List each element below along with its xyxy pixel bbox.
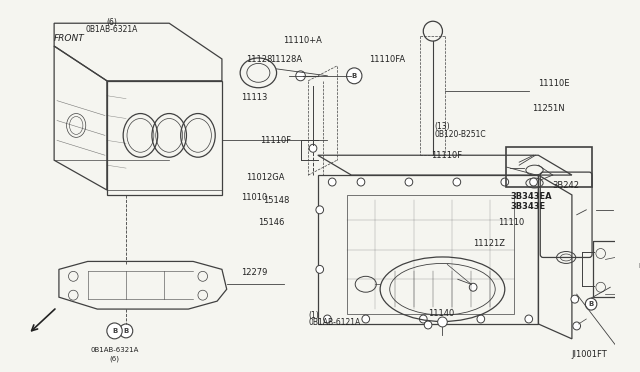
Circle shape (419, 315, 427, 323)
Text: 11113: 11113 (241, 93, 267, 102)
Text: 11251N: 11251N (532, 104, 565, 113)
Text: 11128A: 11128A (270, 55, 302, 64)
Circle shape (586, 298, 597, 310)
Text: B: B (124, 328, 129, 334)
Text: 0B120-B251C: 0B120-B251C (434, 130, 486, 139)
Text: B: B (112, 328, 117, 334)
Text: (1): (1) (308, 311, 319, 320)
Text: B: B (351, 73, 357, 79)
Circle shape (438, 317, 447, 327)
Circle shape (328, 178, 336, 186)
Circle shape (525, 315, 532, 323)
Circle shape (530, 178, 538, 186)
Text: 11110+A: 11110+A (283, 36, 321, 45)
Text: 11110FA: 11110FA (369, 55, 406, 64)
Text: FRONT: FRONT (54, 34, 84, 43)
Circle shape (571, 295, 579, 303)
Circle shape (362, 315, 369, 323)
Circle shape (424, 321, 432, 329)
Text: (6): (6) (109, 356, 120, 362)
Circle shape (309, 144, 317, 152)
Text: 15146: 15146 (259, 218, 285, 227)
Circle shape (107, 323, 122, 339)
Circle shape (469, 283, 477, 291)
Text: B: B (638, 263, 640, 269)
Circle shape (405, 178, 413, 186)
Circle shape (477, 315, 484, 323)
Text: 11110F: 11110F (260, 137, 291, 145)
Text: 0B1AB-6321A: 0B1AB-6321A (86, 25, 138, 33)
Text: 11121Z: 11121Z (473, 239, 505, 248)
Text: 11140: 11140 (428, 309, 454, 318)
Circle shape (501, 178, 509, 186)
Circle shape (316, 206, 324, 214)
Circle shape (296, 71, 305, 81)
Circle shape (324, 315, 332, 323)
Text: 0B1AB-6321A: 0B1AB-6321A (90, 347, 139, 353)
Circle shape (316, 265, 324, 273)
Circle shape (453, 178, 461, 186)
Circle shape (119, 324, 132, 338)
Text: JI1001FT: JI1001FT (572, 350, 607, 359)
Text: 3B343E: 3B343E (511, 202, 546, 211)
Text: 11110E: 11110E (538, 79, 570, 88)
Text: 11012GA: 11012GA (246, 173, 285, 182)
Text: (6): (6) (106, 18, 117, 27)
Text: 15148: 15148 (263, 196, 289, 205)
Circle shape (633, 259, 640, 274)
Circle shape (573, 322, 580, 330)
Text: 12279: 12279 (241, 268, 267, 277)
Text: (13): (13) (434, 122, 450, 131)
Text: 11010: 11010 (241, 193, 267, 202)
Circle shape (357, 178, 365, 186)
Text: 0B1AB-6121A: 0B1AB-6121A (308, 318, 360, 327)
Circle shape (347, 68, 362, 84)
Text: 11110: 11110 (499, 218, 525, 227)
Text: 11128: 11128 (246, 55, 272, 64)
Text: B: B (588, 301, 594, 307)
Text: 11110F: 11110F (431, 151, 462, 160)
Text: 3B242: 3B242 (552, 181, 579, 190)
Text: 3B343EA: 3B343EA (511, 192, 552, 201)
